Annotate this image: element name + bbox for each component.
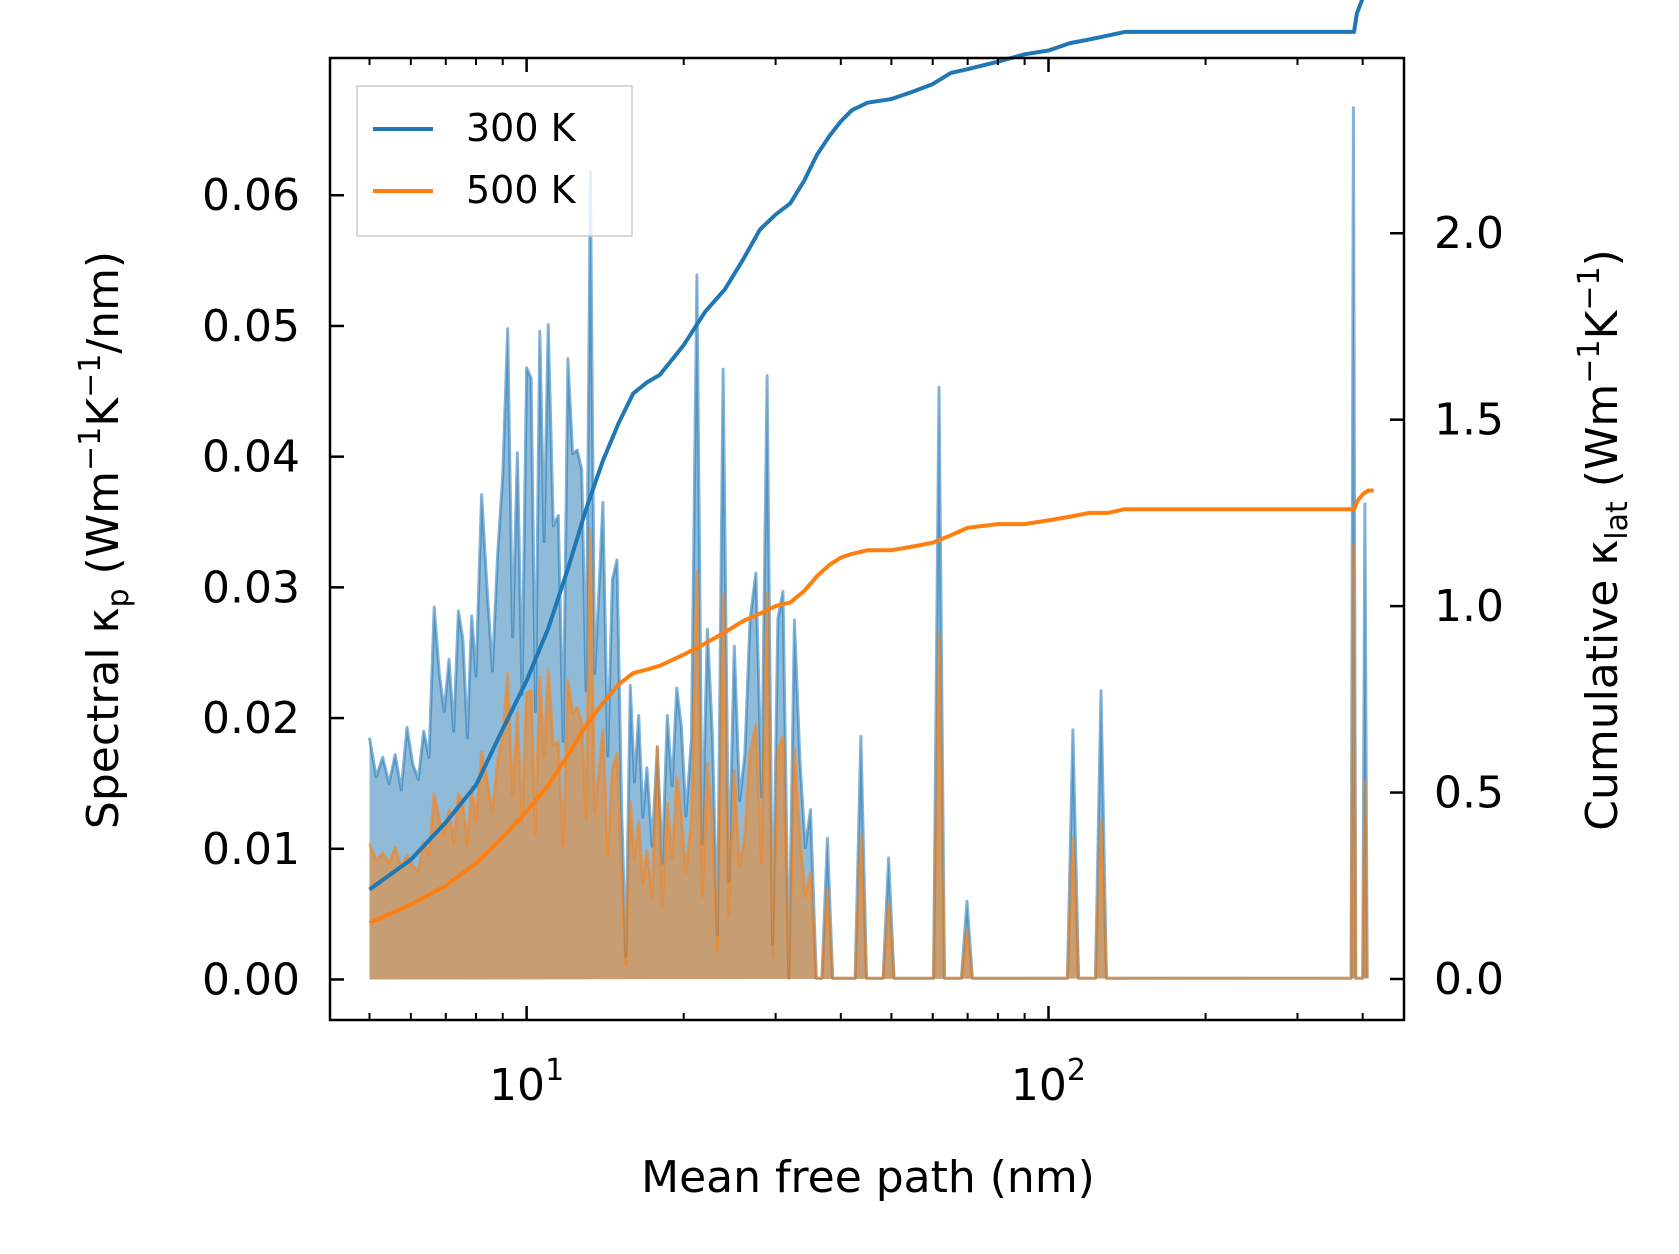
cumulative-line-300k (368, 0, 1365, 892)
spectral-fills (369, 107, 1368, 980)
spectral-lines (368, 106, 1369, 980)
legend-label-300k: 300 K (466, 106, 577, 150)
cumulative-lines (368, 0, 1374, 925)
cumulative-line-500k (368, 488, 1374, 925)
left-y-tick-label: 0.03 (202, 562, 300, 613)
legend: 300 K 500 K (356, 85, 633, 237)
right-y-tick-label: 0.0 (1434, 954, 1504, 1005)
x-axis-label: Mean free path (nm) (641, 1152, 1095, 1203)
left-y-tick-label: 0.05 (202, 301, 300, 352)
spectral-fill-300k (369, 107, 1368, 980)
left-y-tick-label: 0.00 (202, 954, 300, 1005)
legend-label-500k: 500 K (466, 168, 577, 212)
left-y-tick-label: 0.06 (202, 170, 300, 221)
right-y-tick-label: 2.0 (1434, 208, 1504, 259)
left-y-tick-label: 0.01 (202, 824, 300, 875)
axes: 0.00 0.01 0.02 0.03 0.04 0.05 0.06 0.0 0.5 1.0 1.5… (202, 56, 1504, 1111)
x-tick-label: 101 (489, 1053, 564, 1111)
legend-frame (356, 85, 633, 237)
right-y-axis-label: Cumulative κlat (Wm−1K−1) (1572, 249, 1635, 831)
x-tick-label: 102 (1011, 1053, 1086, 1111)
spectral-line-500k (368, 527, 1369, 980)
spectral-fill-500k (369, 528, 1368, 980)
right-y-tick-label: 1.0 (1434, 581, 1504, 632)
left-y-tick-label: 0.02 (202, 693, 300, 744)
left-y-tick-label: 0.04 (202, 432, 300, 483)
plot-frame (328, 56, 1406, 1022)
left-y-axis-label: Spectral κp (Wm−1K−1/nm) (73, 251, 136, 829)
right-y-tick-label: 1.5 (1434, 395, 1504, 446)
right-y-tick-label: 0.5 (1434, 768, 1504, 819)
